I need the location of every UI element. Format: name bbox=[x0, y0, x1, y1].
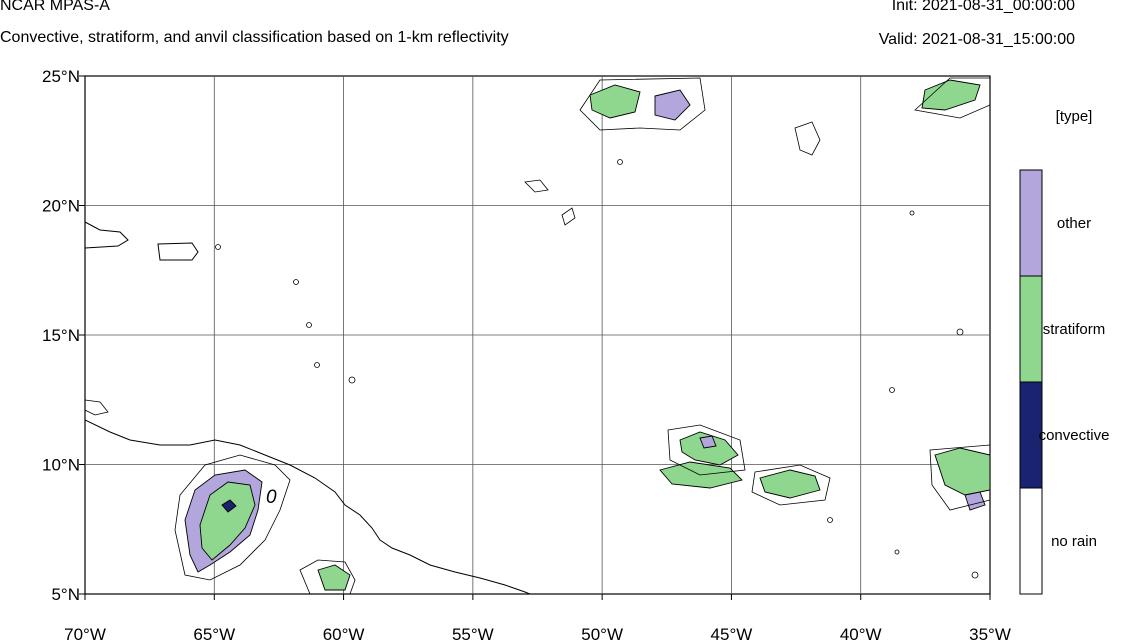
map-content: 0 bbox=[85, 77, 990, 594]
y-tick-label: 20°N bbox=[42, 197, 80, 216]
coastline-hispaniola bbox=[85, 221, 129, 249]
coastline-puerto-rico bbox=[157, 242, 199, 261]
y-tick-labels: 25°N 20°N 15°N 10°N 5°N bbox=[42, 67, 80, 604]
reflectivity-contours bbox=[85, 77, 990, 594]
stratiform-patch-east bbox=[934, 447, 990, 496]
y-tick-label: 5°N bbox=[51, 585, 80, 604]
x-tick-labels: 70°W 65°W 60°W 55°W 50°W 45°W 40°W 35°W bbox=[64, 625, 1011, 641]
stratiform-patch-north-2 bbox=[921, 79, 981, 111]
contour-outline bbox=[524, 179, 549, 193]
x-tick-label: 65°W bbox=[193, 625, 235, 641]
contour-outline bbox=[299, 559, 356, 594]
x-tick-label: 40°W bbox=[840, 625, 882, 641]
x-tick-label: 70°W bbox=[64, 625, 106, 641]
contour-outline bbox=[561, 207, 576, 226]
y-tick-label: 25°N bbox=[42, 67, 80, 86]
other-patch-north-1 bbox=[654, 89, 691, 121]
stratiform-patch-mid-1 bbox=[679, 431, 739, 466]
cell-contour bbox=[889, 387, 895, 393]
legend-color-bar bbox=[1019, 169, 1043, 595]
contour-outline bbox=[667, 424, 746, 476]
contour-outline bbox=[85, 399, 109, 416]
cell-contour bbox=[617, 159, 623, 165]
contour-outline bbox=[914, 77, 990, 119]
cell-contour bbox=[971, 571, 979, 579]
legend-item-label: convective bbox=[1039, 427, 1110, 444]
coastline-south-america bbox=[85, 419, 532, 594]
legend-labels: other stratiform convective no rain bbox=[1039, 215, 1110, 550]
x-tick-label: 50°W bbox=[581, 625, 623, 641]
model-title: NCAR MPAS-A bbox=[0, 0, 110, 14]
y-tick-label: 15°N bbox=[42, 326, 80, 345]
legend-item-label: no rain bbox=[1051, 533, 1097, 550]
cell-contour bbox=[827, 517, 833, 523]
contour-outline bbox=[751, 464, 831, 506]
contour-outline bbox=[174, 454, 291, 581]
contour-outline bbox=[929, 444, 990, 511]
convective-patch-venezuela bbox=[221, 499, 237, 513]
legend: [type] other stratiform convective no rain bbox=[1019, 108, 1110, 595]
contour-label: 0 bbox=[266, 487, 277, 508]
other-patch-mid-1 bbox=[699, 435, 717, 449]
cell-contour bbox=[348, 376, 356, 384]
isolated-cells bbox=[215, 159, 979, 579]
init-time: Init: 2021-08-31_00:00:00 bbox=[891, 0, 1075, 14]
stratiform-patch-venezuela bbox=[199, 481, 256, 561]
legend-swatch bbox=[1019, 487, 1043, 595]
other-patch-east bbox=[964, 491, 986, 511]
grid-lines bbox=[85, 76, 990, 594]
axis-ticks bbox=[79, 75, 991, 600]
cell-contour bbox=[956, 328, 964, 336]
cell-contour bbox=[909, 210, 915, 216]
stratiform-patch-guiana bbox=[317, 564, 351, 591]
cell-contour bbox=[306, 322, 312, 328]
cell-contour bbox=[314, 362, 320, 368]
legend-title: [type] bbox=[1056, 108, 1093, 125]
x-tick-label: 55°W bbox=[452, 625, 494, 641]
contour-outline bbox=[579, 77, 706, 131]
stratiform-patch-north-1 bbox=[589, 84, 641, 119]
x-tick-label: 60°W bbox=[323, 625, 365, 641]
cell-contour bbox=[894, 549, 900, 555]
x-tick-label: 45°W bbox=[711, 625, 753, 641]
stratiform-patch-mid-3 bbox=[759, 469, 821, 499]
legend-swatch bbox=[1019, 169, 1043, 277]
cell-contour bbox=[215, 244, 221, 250]
coastlines bbox=[85, 221, 532, 594]
plot-subtitle: Convective, stratiform, and anvil classi… bbox=[0, 29, 509, 46]
legend-swatch bbox=[1019, 275, 1043, 383]
y-tick-label: 10°N bbox=[42, 456, 80, 475]
legend-item-label: other bbox=[1057, 215, 1091, 232]
contour-outline bbox=[794, 121, 821, 156]
classification-patches bbox=[184, 79, 990, 591]
cell-contour bbox=[293, 279, 299, 285]
valid-time: Valid: 2021-08-31_15:00:00 bbox=[878, 31, 1075, 48]
x-tick-label: 35°W bbox=[969, 625, 1011, 641]
legend-item-label: stratiform bbox=[1043, 321, 1106, 338]
